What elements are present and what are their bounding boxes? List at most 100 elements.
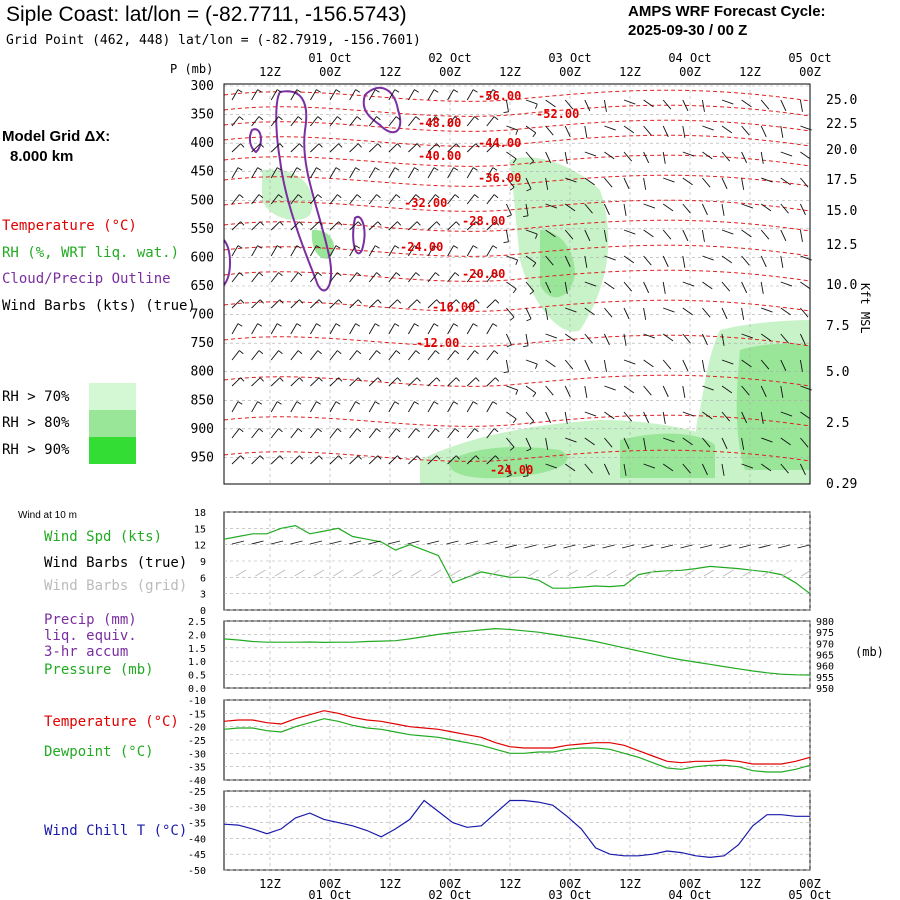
surface-barb-12 — [465, 540, 479, 545]
pressure-ytick-0: 950 — [816, 684, 834, 695]
wind-barb-11-11 — [447, 377, 457, 387]
wind-barb-1-26 — [741, 125, 750, 136]
isotherm-label-3: -44.00 — [478, 136, 521, 150]
wind-barb-8-7 — [368, 299, 379, 309]
wind-barb-10-17 — [564, 359, 574, 370]
wind-barb-feather-0-6 — [355, 89, 361, 93]
wind-barb-9-21 — [643, 333, 656, 339]
wind-barb-feather-6-6 — [355, 245, 361, 249]
wind-barb-feather-1-10 — [435, 116, 440, 121]
pressure-unit-label: (mb) — [855, 645, 884, 659]
wind-barb-feather-11-4 — [318, 377, 323, 382]
windchill-panel-ytick-4: -30 — [188, 803, 206, 814]
wind-barb-3-11 — [447, 167, 454, 179]
wind-barb-6-14 — [506, 255, 518, 261]
wind-barb-4-15 — [525, 203, 529, 216]
wind-barb-9-13 — [486, 323, 494, 335]
surface-grid-barb-1 — [255, 569, 266, 577]
wind-barb-feather-12-4 — [316, 401, 321, 405]
wind-barb-10-3 — [290, 350, 299, 361]
wind-barb-11-1 — [251, 377, 261, 387]
wind-panel-ytick-1: 3 — [200, 590, 206, 601]
wind-barb-7-7 — [368, 272, 377, 283]
precip-panel-ytick-0: 0.0 — [188, 684, 206, 695]
wind-barb-feather-9-4 — [316, 323, 321, 327]
top-date-label-4: 05 Oct — [788, 51, 831, 65]
wind-barb-5-13 — [486, 221, 496, 231]
wind-barb-14-7 — [368, 455, 379, 465]
wind-barb-feather-14-12 — [475, 455, 480, 460]
isotherm-14 — [223, 449, 811, 462]
isotherm-5 — [223, 174, 811, 187]
wind-barb-feather-1-7 — [376, 116, 381, 121]
wind-barb-feather-13-12 — [474, 428, 479, 433]
windchill-panel-ytick-2: -40 — [188, 834, 206, 845]
wind-barb-feather-8-15 — [526, 318, 532, 322]
height-tick-6: 10.0 — [826, 278, 857, 293]
upper-wind-barbs — [231, 89, 812, 478]
pressure-ytick-5: 975 — [816, 628, 834, 639]
wind-barb-4-23 — [682, 203, 691, 214]
wind-barb-feather-2-3 — [299, 143, 304, 148]
wind-barb-feather-6-5 — [335, 245, 341, 249]
wind-barb-feather-0-3 — [296, 89, 302, 93]
wind-barb-feather-1-14 — [515, 129, 519, 135]
wind-barb-9-10 — [427, 323, 435, 335]
surface-grid-barb-3 — [294, 569, 305, 577]
wind-barb-11-16 — [545, 385, 554, 396]
wind-barb-1-7 — [368, 116, 377, 127]
wind-barb-feather-14-8 — [397, 455, 402, 460]
wind-barb-feather-3-4 — [316, 167, 321, 171]
wind-barb-12-21 — [643, 411, 650, 424]
pressure-tick-0: 300 — [191, 79, 214, 94]
isotherm-label-11: -12.00 — [416, 336, 459, 350]
wind-barb-9-11 — [447, 323, 454, 335]
surface-barb-10 — [426, 540, 440, 545]
surface-barb-7 — [368, 540, 381, 545]
pressure-tick-11: 850 — [191, 393, 214, 408]
wind-barb-5-17 — [564, 229, 574, 240]
wind-barb-3-9 — [408, 167, 415, 179]
grid-point-subtitle: Grid Point (462, 448) lat/lon = (-82.791… — [6, 33, 421, 48]
wind-barb-8-12 — [466, 299, 477, 309]
wind-barb-feather-2-1 — [259, 143, 264, 148]
height-tick-5: 12.5 — [826, 238, 857, 253]
wind-barb-3-15 — [525, 177, 532, 190]
wind-barb-5-8 — [388, 221, 398, 231]
wind-barb-feather-7-4 — [317, 272, 322, 277]
isotherm-label-0: -56.00 — [478, 89, 521, 103]
wind-barb-0-27 — [760, 99, 770, 110]
wind-barb-3-5 — [329, 167, 337, 179]
wind-barb-feather-5-8 — [397, 221, 402, 226]
wind-barb-4-8 — [388, 194, 397, 205]
wind-barb-feather-2-15 — [529, 160, 534, 165]
wind-barb-0-24 — [701, 99, 705, 112]
wind-barb-12-14 — [506, 411, 517, 420]
wind-barb-feather-2-12 — [475, 143, 480, 148]
pressure-tick-6: 600 — [191, 250, 214, 265]
wind-barb-14-0 — [231, 455, 241, 465]
wind-barb-5-26 — [741, 229, 752, 238]
wind-barb-0-2 — [270, 89, 278, 101]
wind-barb-feather-8-14 — [509, 316, 515, 321]
wind-barb-14-21 — [643, 463, 656, 469]
wind-barb-12-5 — [329, 401, 337, 413]
wind-barb-3-0 — [231, 167, 239, 179]
wind-barb-5-25 — [721, 229, 734, 235]
wind-barb-4-22 — [662, 203, 674, 212]
surface-grid-barb-7 — [372, 569, 383, 577]
height-tick-0: 25.0 — [826, 93, 857, 108]
wind-barb-6-16 — [545, 255, 554, 266]
wind-barb-12-3 — [290, 401, 298, 413]
wind-barb-12-15 — [525, 411, 535, 422]
wind-barb-feather-10-2 — [278, 350, 283, 355]
surface-barb-15 — [524, 544, 537, 549]
wind-barb-1-21 — [643, 125, 652, 136]
wind-barb-14-25 — [721, 463, 725, 476]
wind-barb-14-26 — [741, 463, 754, 469]
wind-barb-8-29 — [800, 307, 809, 318]
isotherm-label-12: -24.00 — [490, 463, 533, 477]
surface-barb-0 — [231, 540, 245, 545]
wind-barb-1-15 — [525, 125, 537, 134]
wind-barb-5-11 — [447, 221, 457, 231]
